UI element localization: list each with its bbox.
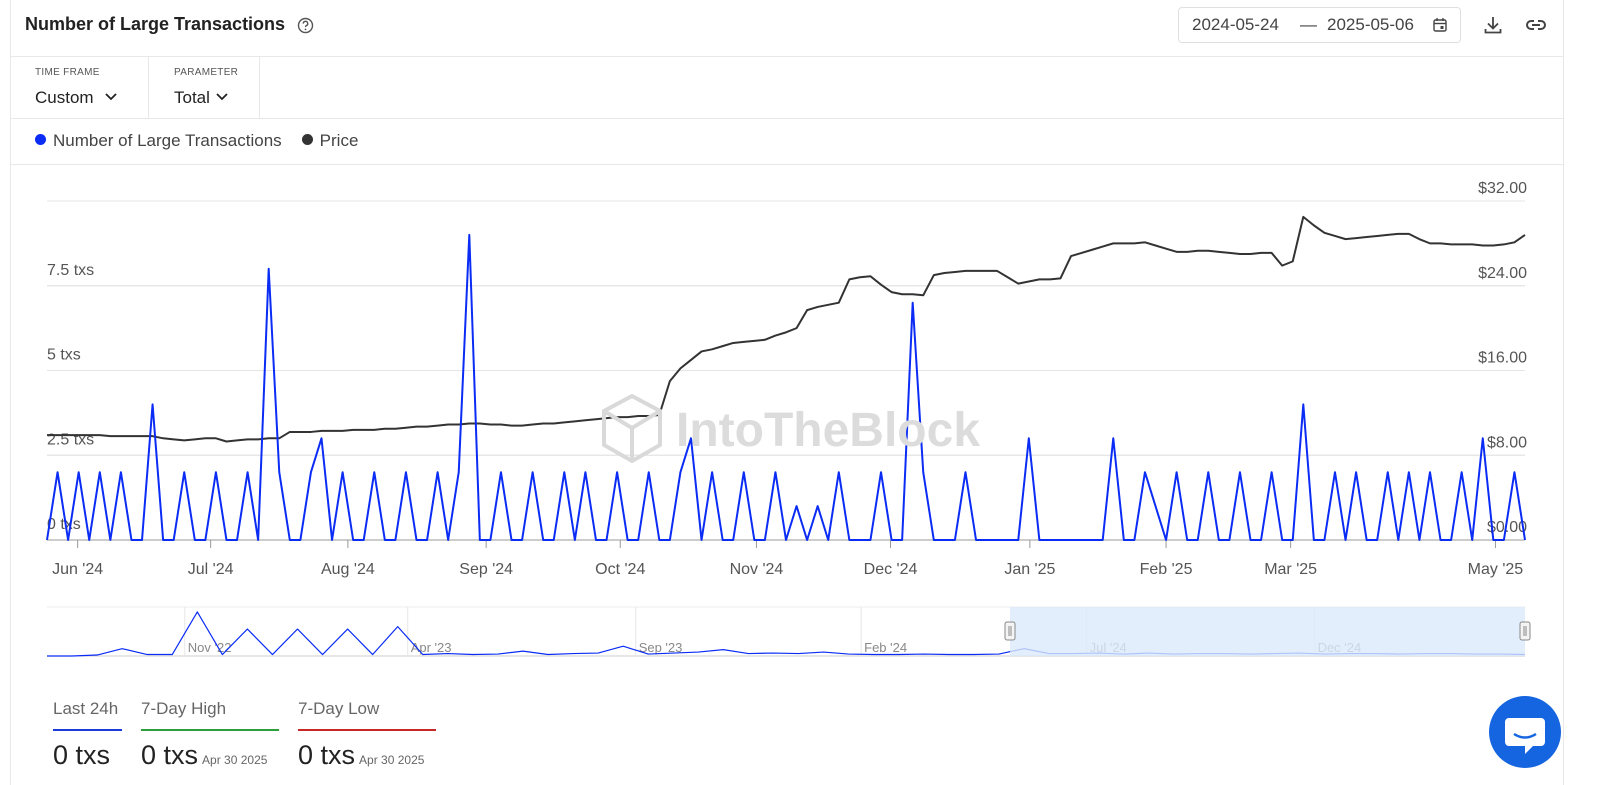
x-tick-label: Mar '25	[1264, 561, 1317, 578]
y-tick-label: 2.5 txs	[47, 431, 94, 448]
stat-value: 0 txs Apr 30 2025	[298, 740, 424, 771]
x-tick-label: May '25	[1468, 561, 1524, 578]
watermark: IntoTheBlock	[676, 404, 980, 457]
navigator-tick-label: Feb '24	[864, 640, 907, 655]
y2-tick-label: $8.00	[1487, 434, 1527, 451]
date-end: 2025-05-06	[1327, 15, 1414, 34]
stat-underline	[53, 729, 122, 731]
x-tick-label: Nov '24	[730, 561, 784, 578]
divider	[10, 164, 1564, 165]
chart-title: Number of Large Transactions	[25, 14, 286, 34]
stat-label[interactable]: Last 24h	[53, 699, 119, 718]
control-label: TIME FRAME	[35, 67, 100, 78]
y2-tick-label: $16.00	[1478, 350, 1527, 367]
stat-underline	[298, 729, 436, 731]
x-tick-label: Jun '24	[52, 561, 103, 578]
divider	[10, 118, 1564, 119]
stat-date: Apr 30 2025	[202, 753, 268, 767]
x-tick-label: Jul '24	[188, 561, 234, 578]
stat-value: 0 txs	[53, 740, 110, 771]
link-button[interactable]	[1525, 15, 1547, 35]
download-button[interactable]	[1483, 15, 1503, 35]
date-separator: —	[1300, 15, 1317, 34]
stat-number: 0 txs	[53, 740, 111, 770]
legend-label: Number of Large Transactions	[53, 131, 282, 150]
divider	[10, 56, 1564, 57]
stat-number: 0 txs	[141, 740, 199, 770]
navigator-tick-label: Apr '23	[411, 640, 452, 655]
x-tick-label: Sep '24	[459, 561, 513, 578]
legend-label: Price	[319, 131, 359, 150]
chat-button[interactable]	[1489, 696, 1561, 768]
x-tick-label: Dec '24	[864, 561, 918, 578]
date-range-picker[interactable]	[1178, 7, 1461, 43]
calendar-icon[interactable]	[1432, 17, 1448, 33]
x-tick-label: Oct '24	[595, 561, 645, 578]
date-start: 2024-05-24	[1192, 15, 1279, 34]
navigator-handle[interactable]	[1004, 621, 1016, 641]
divider	[148, 57, 149, 118]
y-tick-label: 0 txs	[47, 516, 81, 533]
legend-marker	[301, 134, 313, 145]
stat-value: 0 txs Apr 30 2025	[141, 740, 267, 771]
x-tick-label: Aug '24	[321, 561, 375, 578]
navigator-tick-label: Sep '23	[639, 640, 683, 655]
stat-date: Apr 30 2025	[359, 753, 425, 767]
card-border	[10, 0, 11, 785]
navigator-handle[interactable]	[1519, 621, 1531, 641]
plot-layer: 0 txs 2.5 txs 5 txs 7.5 txs $0.00 $8.00 $16.00…	[46, 180, 1527, 657]
y-tick-label: 5 txs	[47, 347, 81, 364]
control-label: PARAMETER	[174, 67, 239, 78]
legend-marker	[35, 134, 46, 145]
series-line	[46, 233, 1526, 541]
y2-tick-label: $24.00	[1478, 265, 1527, 282]
stat-label[interactable]: 7-Day High	[141, 699, 227, 718]
dropdown-chevron[interactable]	[104, 91, 118, 103]
legend-item[interactable]: Number of Large Transactions	[35, 131, 282, 151]
y-tick-label: 7.5 txs	[47, 262, 94, 279]
divider	[259, 57, 260, 118]
series-line	[47, 215, 1526, 443]
x-tick-label: Feb '25	[1140, 561, 1193, 578]
control-value[interactable]: Total	[174, 88, 210, 107]
stat-underline	[141, 729, 279, 731]
legend-item[interactable]: Price	[301, 131, 359, 151]
stat-label[interactable]: 7-Day Low	[298, 699, 380, 718]
y2-tick-label: $32.00	[1478, 180, 1527, 197]
watermark-logo	[602, 393, 662, 464]
x-tick-label: Jan '25	[1004, 561, 1055, 578]
card-border	[1563, 0, 1564, 785]
y2-tick-label: $0.00	[1487, 519, 1527, 536]
control-value[interactable]: Custom	[35, 88, 94, 107]
stat-number: 0 txs	[298, 740, 356, 770]
help-icon[interactable]	[297, 17, 314, 34]
dropdown-chevron[interactable]	[215, 91, 229, 103]
navigator-selection[interactable]	[1010, 607, 1525, 656]
